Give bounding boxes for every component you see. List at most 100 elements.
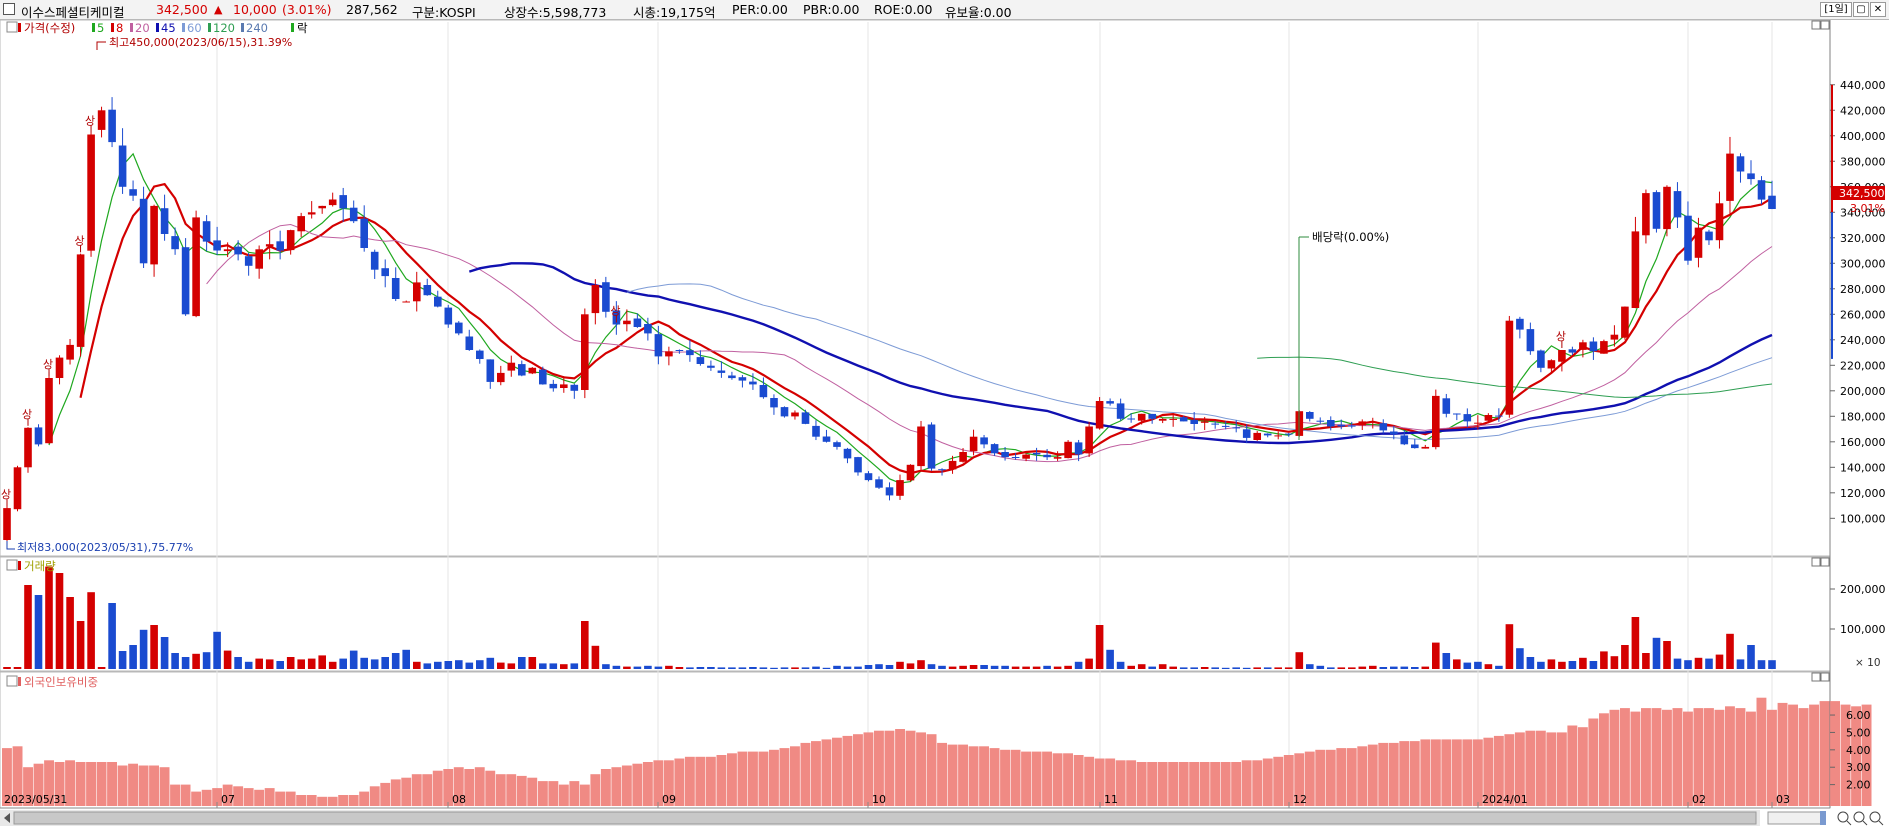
volume-bar (1558, 661, 1566, 669)
volume-bar (1369, 665, 1377, 669)
x-tick-label: 10 (872, 793, 886, 806)
candle (486, 359, 495, 389)
candle (1610, 325, 1619, 347)
candle (969, 429, 978, 456)
candle (1137, 413, 1146, 425)
foreign-ownership-bar (653, 760, 664, 806)
candle (55, 355, 64, 385)
price-tick-label: 200,000 (1840, 385, 1886, 398)
zoom-out-icon[interactable] (1853, 811, 1868, 826)
x-tick-label: 09 (662, 793, 676, 806)
volume-bar (76, 621, 85, 669)
price-tick-label: 160,000 (1840, 436, 1886, 449)
candle (1673, 182, 1682, 228)
scrollbar-thumb[interactable] (13, 811, 1757, 825)
volume-bar (770, 667, 778, 669)
candle-body (1064, 441, 1072, 459)
foreign-ownership-bar (611, 767, 622, 806)
candle-body (213, 240, 221, 251)
candle-body (160, 208, 169, 234)
foreign-ownership-bar (1220, 762, 1231, 806)
candle-body (1537, 350, 1545, 368)
volume-bar (738, 667, 747, 669)
volume-bar (686, 667, 694, 669)
foreign-ownership-bar (1283, 755, 1294, 806)
price-tick-label: 280,000 (1840, 283, 1886, 296)
candle (1432, 389, 1440, 450)
candle-body (633, 318, 642, 327)
candle-body (13, 467, 22, 510)
candle-body (1600, 341, 1608, 354)
candle (623, 309, 631, 332)
zoom-slider[interactable] (1767, 811, 1825, 825)
candle-body (980, 437, 988, 445)
foreign-ownership-bar (579, 784, 590, 806)
volume-bar (129, 645, 137, 669)
zoom-reset-icon[interactable] (1869, 811, 1884, 826)
zoom-in-icon[interactable] (1837, 811, 1852, 826)
candle (843, 447, 852, 464)
volume-panel[interactable] (0, 556, 1831, 672)
period-button[interactable]: [1일] (1820, 2, 1852, 17)
candle (1337, 419, 1346, 430)
candle (1694, 217, 1703, 268)
limit-up-label: 상 (1556, 330, 1566, 343)
volume-bar (1221, 667, 1230, 669)
candle (654, 325, 663, 365)
candle (1327, 416, 1335, 431)
candle-body (34, 427, 43, 445)
volume-bar (1337, 667, 1346, 669)
volume-bar (927, 664, 936, 669)
foreign-ownership-bar (516, 775, 527, 806)
candle-body (864, 473, 873, 481)
candle-body (1137, 413, 1146, 421)
ma-legend-label: 45 (161, 21, 176, 35)
foreign-ownership-bar (1157, 762, 1168, 806)
candle (87, 132, 95, 257)
candle-body (1106, 401, 1114, 404)
foreign-ownership-bar (926, 734, 937, 806)
volume-bar (959, 665, 967, 669)
candle (770, 394, 778, 415)
foreign-ownership-bar (1567, 725, 1578, 806)
foreign-ownership-bar (832, 737, 842, 806)
per-value: PER:0.00 (732, 2, 788, 17)
foreign-ownership-bar (338, 795, 349, 806)
foreign-ownership-bar (684, 756, 695, 806)
foreign-ownership-bar (1514, 732, 1525, 806)
candle (3, 505, 11, 543)
ma-legend-swatch (208, 23, 211, 32)
foreign-ownership-bar (159, 767, 170, 806)
low-price-note: 최저83,000(2023/05/31),75.77% (17, 541, 193, 554)
volume-bar (1631, 617, 1640, 669)
panel-controls[interactable] (1811, 20, 1830, 682)
price-panel[interactable] (0, 19, 1831, 557)
foreign-ownership-bar (1178, 762, 1189, 806)
volume-bar (1316, 665, 1325, 669)
scroll-left-icon[interactable] (4, 813, 10, 823)
foreign-ownership-bar (737, 751, 748, 806)
candle (1558, 349, 1566, 372)
candle (160, 194, 169, 241)
volume-bar (1442, 653, 1451, 669)
stock-name[interactable]: 이수스페셜티케미컬 (21, 5, 125, 20)
foreign-ownership-bar (33, 763, 44, 806)
select-checkbox[interactable] (3, 3, 15, 15)
candle-body (476, 350, 484, 359)
market-type: 구분:KOSPI (412, 5, 476, 20)
candle-body (297, 216, 305, 232)
foreign-ownership-bar (842, 735, 853, 806)
candle (696, 350, 705, 366)
candle (1190, 412, 1198, 431)
up-arrow-icon: ▲ (214, 3, 223, 16)
candle (45, 371, 53, 444)
volume-bar (118, 651, 127, 669)
volume-bar (3, 667, 11, 669)
minimize-button[interactable]: ▢ (1853, 2, 1869, 17)
candle-body (1074, 442, 1083, 455)
volume-bar (1526, 657, 1535, 669)
close-button[interactable]: ✕ (1870, 2, 1886, 17)
volume-bar (717, 667, 726, 669)
volume-bar (391, 653, 400, 669)
